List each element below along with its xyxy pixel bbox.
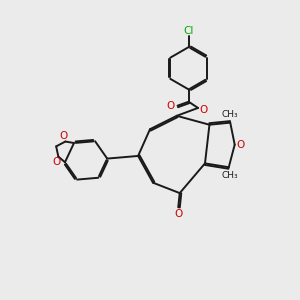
Text: CH₃: CH₃ (222, 171, 238, 180)
Text: O: O (60, 131, 68, 141)
Text: Cl: Cl (184, 26, 194, 36)
Text: O: O (199, 105, 208, 115)
Text: O: O (53, 157, 61, 167)
Text: CH₃: CH₃ (222, 110, 238, 119)
Text: O: O (174, 209, 182, 219)
Text: O: O (167, 101, 175, 111)
Text: O: O (236, 140, 245, 150)
